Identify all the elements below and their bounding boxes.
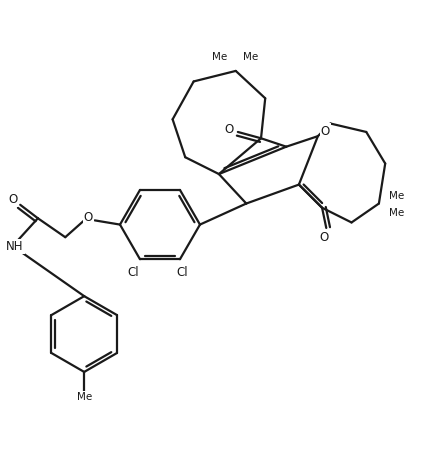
Text: O: O	[84, 211, 93, 224]
Text: Cl: Cl	[176, 266, 188, 279]
Text: Me: Me	[389, 191, 404, 201]
Text: O: O	[8, 193, 17, 206]
Text: NH: NH	[6, 240, 24, 253]
Text: O: O	[321, 124, 330, 137]
Text: Me: Me	[77, 392, 92, 402]
Text: Me: Me	[212, 53, 227, 62]
Text: O: O	[320, 231, 329, 244]
Text: Me: Me	[243, 53, 258, 62]
Text: Me: Me	[389, 208, 404, 218]
Text: O: O	[225, 123, 234, 137]
Text: Cl: Cl	[128, 266, 139, 279]
